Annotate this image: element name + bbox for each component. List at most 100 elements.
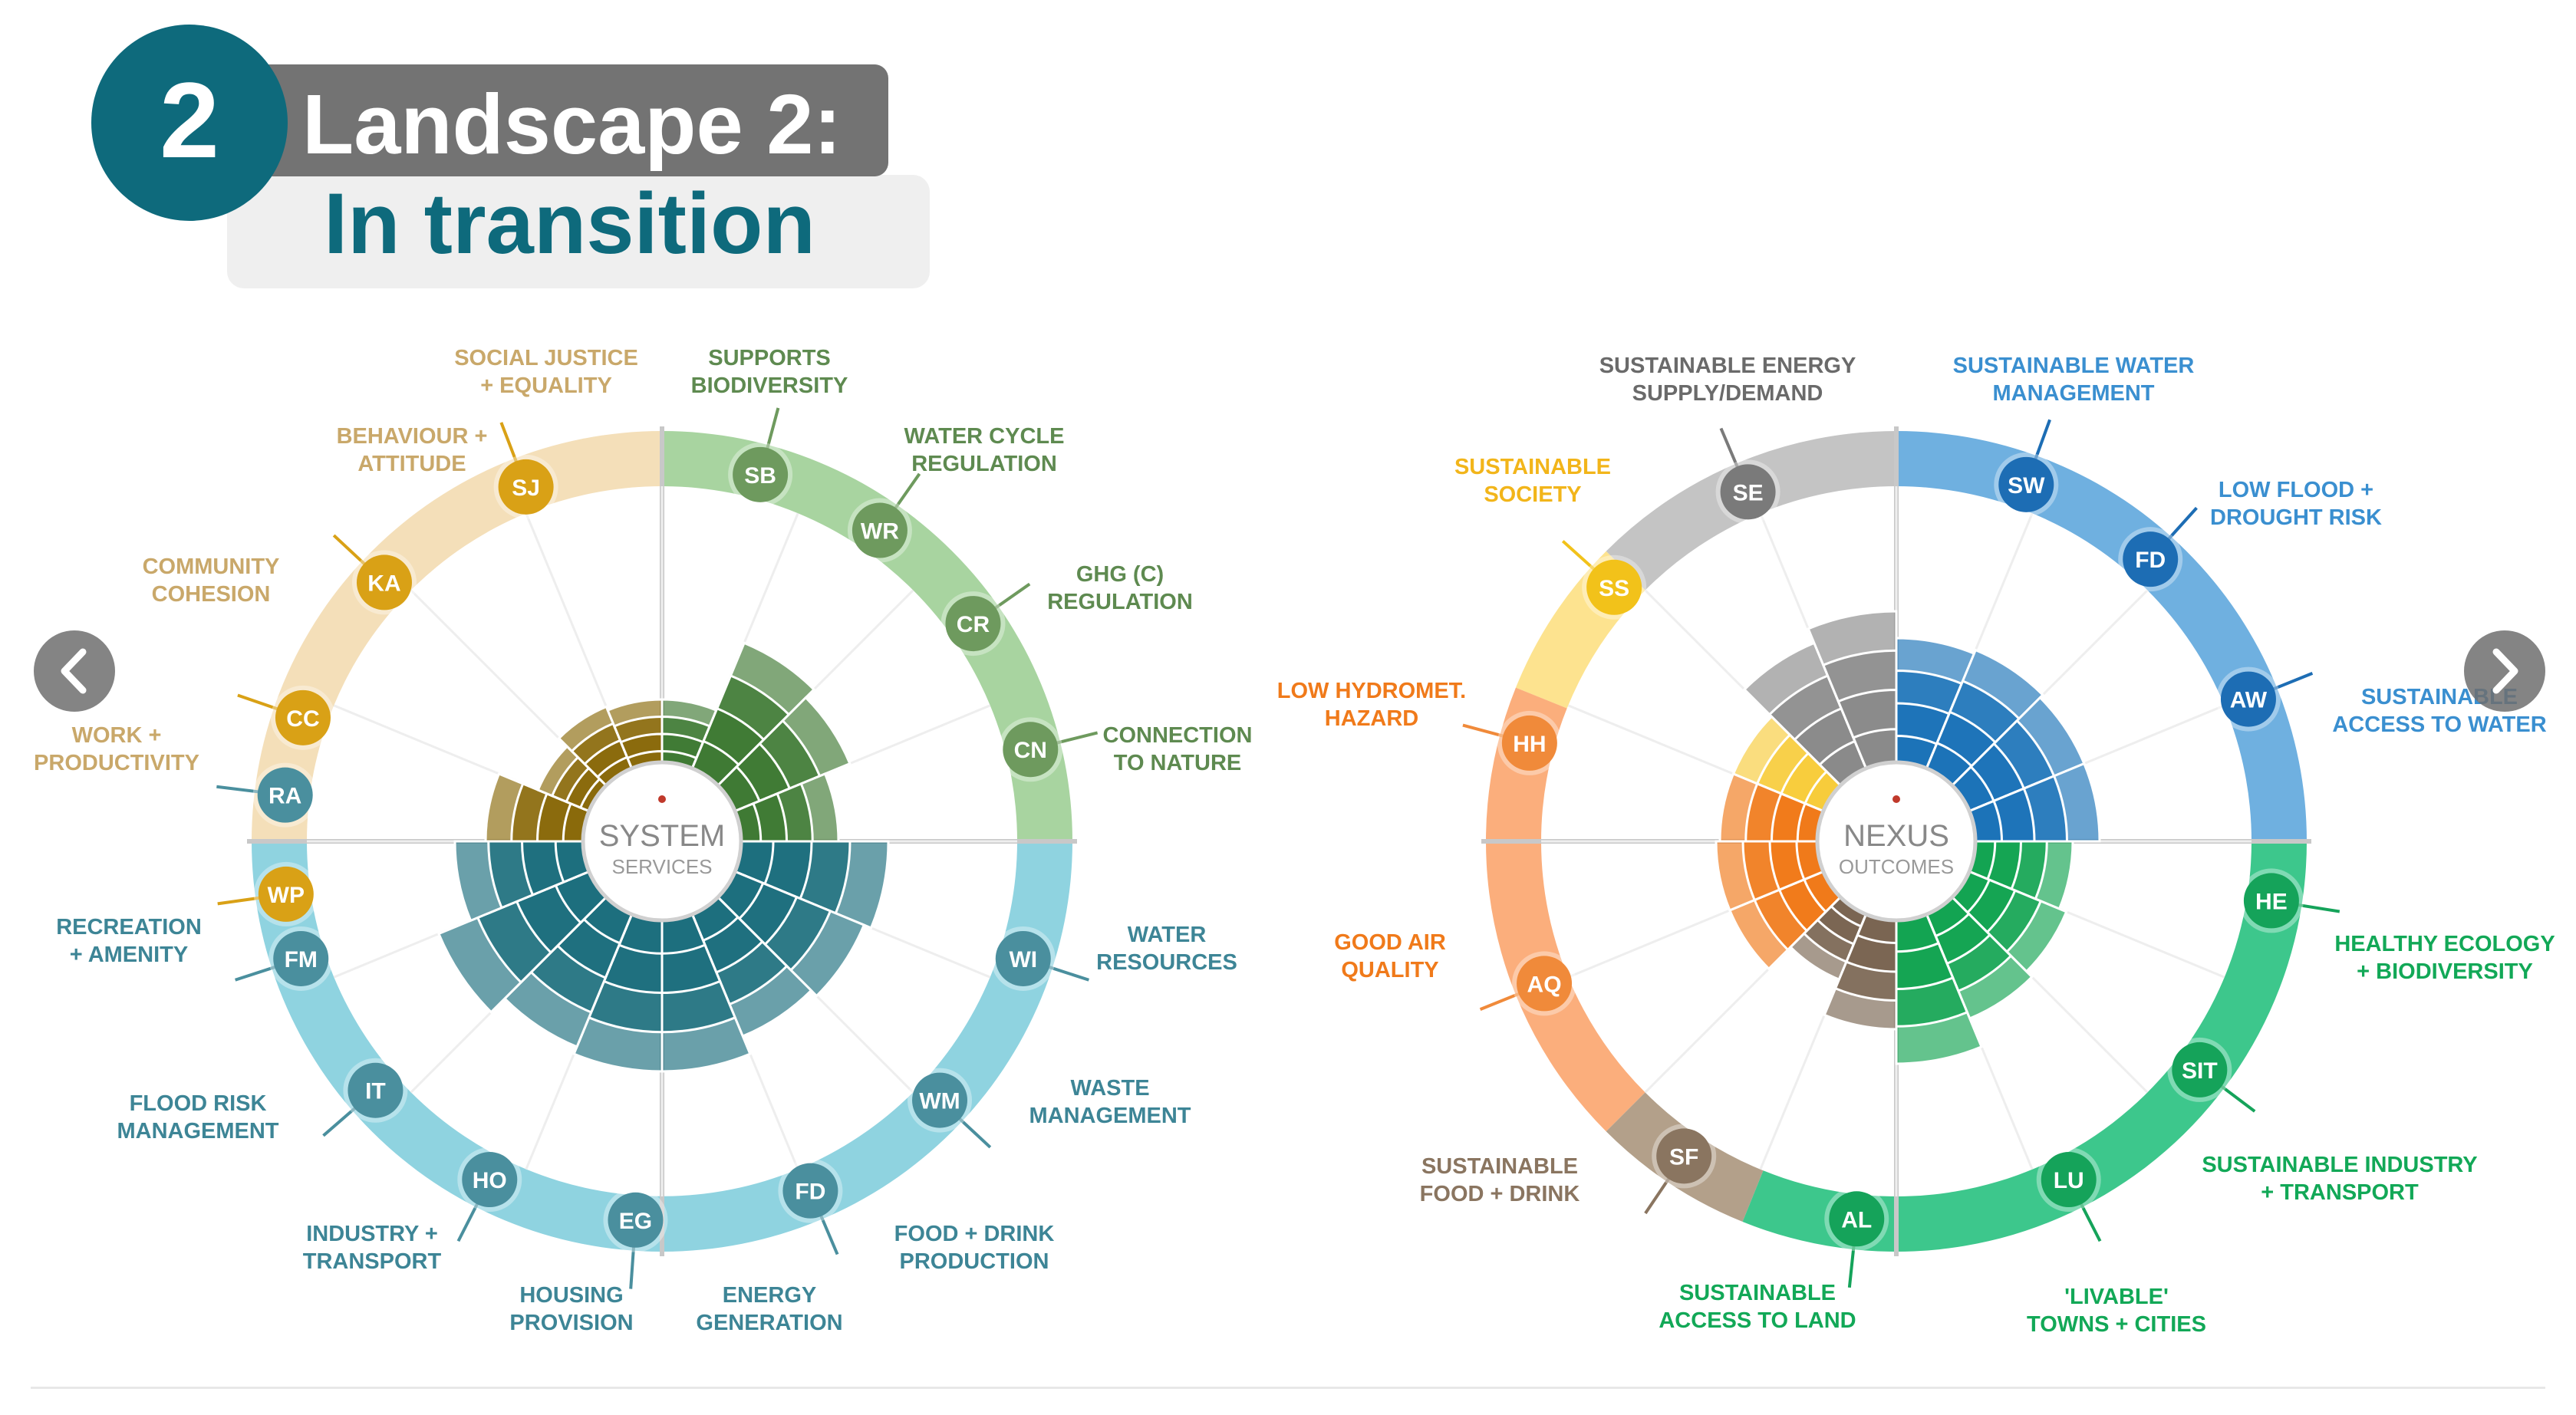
node-wr-bubble <box>852 502 908 558</box>
node-ss-bubble <box>1586 559 1642 615</box>
node-label-line: ACCESS TO LAND <box>1659 1308 1856 1333</box>
node-wm-bubble <box>912 1072 968 1128</box>
node-label-line: DROUGHT RISK <box>2210 505 2382 530</box>
node-label-line: GENERATION <box>696 1311 842 1335</box>
node-label-line: GHG (C) <box>1076 562 1164 587</box>
node-label-line: ENERGY <box>723 1283 816 1308</box>
center-circle <box>1815 760 1978 923</box>
node-al-bubble <box>1829 1191 1885 1247</box>
badge-number: 2 <box>160 60 219 180</box>
node-lu-bubble <box>2041 1152 2097 1208</box>
node-label-line: SUSTAINABLE INDUSTRY <box>2202 1153 2477 1177</box>
node-sw-bubble <box>1998 456 2054 512</box>
node-label-line: LOW FLOOD + <box>2219 478 2373 502</box>
node-code: KA <box>367 571 400 596</box>
title-line2: In transition <box>324 176 815 271</box>
badge-circle <box>91 25 288 221</box>
node-code: HO <box>473 1168 507 1193</box>
node-cc-bubble <box>275 689 331 745</box>
node-label-line: ACCESS TO WATER <box>2332 712 2546 737</box>
node-label-line: SUSTAINABLE <box>1679 1281 1836 1305</box>
chevron-right-icon <box>2492 648 2518 694</box>
node-code: FD <box>2135 548 2166 573</box>
node-sf-bubble <box>1656 1128 1712 1184</box>
node-label-line: TRANSPORT <box>303 1249 442 1274</box>
node-code: WM <box>919 1089 960 1114</box>
node-aq-bubble <box>1517 956 1573 1012</box>
node-code: WR <box>861 519 899 545</box>
node-label-line: RECREATION <box>56 915 202 939</box>
node-label-line: WORK + <box>72 723 162 748</box>
node-label-line: MANAGEMENT <box>117 1119 278 1144</box>
node-code: SJ <box>512 476 540 501</box>
bottom-divider <box>31 1387 2545 1389</box>
center-dot <box>1892 795 1900 803</box>
node-code: LU <box>2054 1168 2084 1193</box>
node-fd-bubble <box>2123 531 2179 587</box>
node-ka-bubble <box>356 554 412 610</box>
node-label-line: TO NATURE <box>1114 751 1241 775</box>
node-label-line: WATER CYCLE <box>904 424 1065 449</box>
node-he-bubble <box>2243 873 2299 929</box>
node-se-bubble <box>1720 464 1776 520</box>
node-label-line: LOW HYDROMET. <box>1277 679 1467 703</box>
node-label-line: 'LIVABLE' <box>2064 1285 2169 1309</box>
node-code: AW <box>2230 688 2268 713</box>
header: 2 Landscape 2: In transition <box>91 25 930 288</box>
center-label-line1: NEXUS <box>1843 819 1949 853</box>
ring-segment-hazard-air <box>1485 687 1645 1132</box>
node-code: SIT <box>2182 1058 2218 1084</box>
node-label-line: SOCIAL JUSTICE <box>454 346 638 370</box>
center-dot <box>658 795 666 803</box>
node-it-bubble <box>348 1062 404 1118</box>
node-label-line: COMMUNITY <box>143 554 280 579</box>
node-label-line: CONNECTION <box>1103 723 1253 748</box>
node-ra-bubble <box>257 767 313 823</box>
center-label-line2: SERVICES <box>611 855 712 878</box>
node-label-line: SUSTAINABLE ENERGY <box>1599 354 1856 378</box>
node-label-line: + EQUALITY <box>480 373 612 398</box>
node-code: FD <box>795 1180 825 1205</box>
node-label-line: REGULATION <box>911 452 1057 476</box>
center-label-line2: OUTCOMES <box>1839 855 1954 878</box>
node-cr-bubble <box>945 596 1001 652</box>
title-line1: Landscape 2: <box>302 77 842 172</box>
node-code: IT <box>365 1079 386 1104</box>
node-code: AQ <box>1527 972 1562 997</box>
title-light-box <box>227 175 930 288</box>
node-code: WP <box>268 883 305 908</box>
ring-segment-provisioning <box>252 841 1072 1252</box>
node-label-line: SUSTAINABLE <box>1454 455 1611 479</box>
node-code: CC <box>286 706 319 732</box>
node-label-line: RESOURCES <box>1096 950 1237 975</box>
node-label-line: + TRANSPORT <box>2261 1180 2419 1205</box>
node-cn-bubble <box>1003 722 1059 778</box>
node-label-line: HEALTHY ECOLOGY <box>2334 932 2555 956</box>
title-gray-box <box>227 64 888 176</box>
node-label-line: COHESION <box>152 582 271 607</box>
center-label-line1: SYSTEM <box>599 819 725 853</box>
node-label-line: FOOD + DRINK <box>894 1222 1055 1246</box>
node-code: SB <box>744 463 776 489</box>
node-label-line: INDUSTRY + <box>306 1222 438 1246</box>
node-eg-bubble <box>608 1192 664 1248</box>
prev-button[interactable] <box>34 630 115 712</box>
node-sj-bubble <box>498 459 554 515</box>
node-code: SE <box>1733 480 1764 505</box>
node-sb-bubble <box>733 446 789 502</box>
node-label-line: GOOD AIR <box>1334 930 1446 955</box>
node-code: CN <box>1014 738 1047 763</box>
center-circle <box>581 760 743 923</box>
node-label-line: FLOOD RISK <box>130 1091 267 1116</box>
chevron-left-icon <box>61 648 87 694</box>
node-label-line: SUPPORTS <box>708 346 831 370</box>
node-label-line: WASTE <box>1070 1076 1149 1101</box>
node-code: SF <box>1669 1144 1698 1170</box>
next-button[interactable] <box>2464 630 2545 712</box>
node-label-line: QUALITY <box>1341 958 1438 982</box>
node-label-line: + BIODIVERSITY <box>2357 959 2533 984</box>
